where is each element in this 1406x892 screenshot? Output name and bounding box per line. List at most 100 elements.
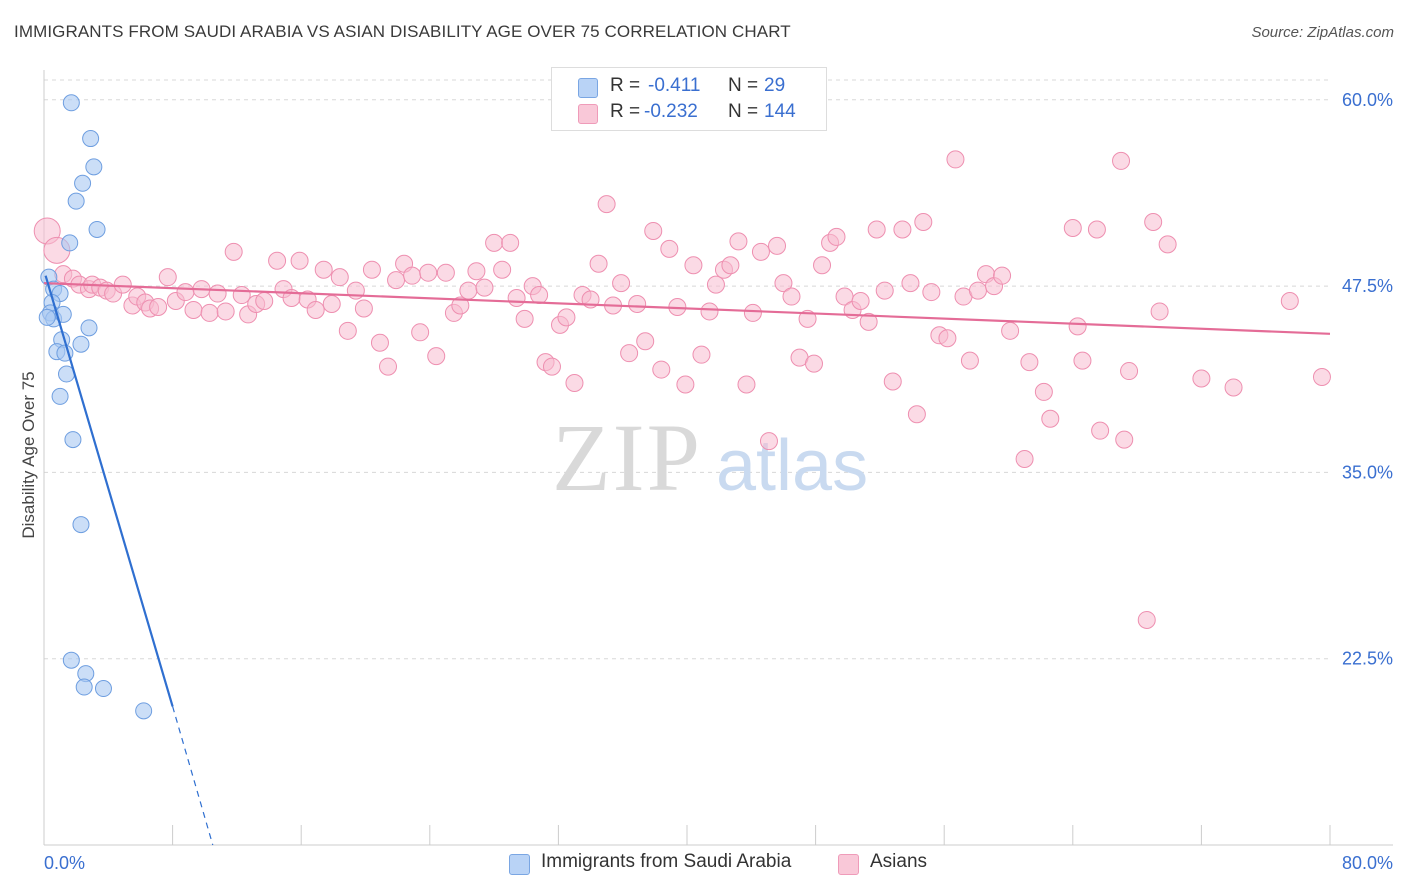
watermark-atlas: atlas xyxy=(716,426,868,506)
data-point-asians xyxy=(1063,218,1082,237)
data-point-asians xyxy=(224,242,243,261)
data-point-asians xyxy=(1192,369,1211,388)
trend-lines xyxy=(43,275,1331,846)
legend-r-label: R = xyxy=(610,75,641,96)
series-saudi-arabia xyxy=(38,94,153,720)
data-point-saudi-arabia xyxy=(72,516,90,534)
trend-line-asians xyxy=(43,282,1331,335)
data-point-asians xyxy=(542,357,561,376)
data-point-asians xyxy=(268,251,287,270)
data-point-saudi-arabia xyxy=(94,680,112,698)
data-point-asians xyxy=(914,213,933,232)
y-tick-label: 22.5% xyxy=(1342,649,1393,669)
data-point-asians xyxy=(565,373,584,392)
data-point-saudi-arabia xyxy=(88,220,106,238)
bottom-legend-swatch-pink xyxy=(838,854,859,875)
y-tick-label: 47.5% xyxy=(1342,276,1393,296)
data-point-asians xyxy=(184,300,203,319)
data-point-asians xyxy=(176,283,195,302)
data-point-asians xyxy=(208,284,227,303)
legend-r-label: R = xyxy=(610,101,641,122)
data-point-asians xyxy=(370,333,389,352)
data-point-saudi-arabia xyxy=(61,234,79,252)
legend-swatch-pink xyxy=(578,104,598,124)
data-point-asians xyxy=(901,274,920,293)
data-point-asians xyxy=(751,242,770,261)
data-point-asians xyxy=(1087,220,1106,239)
source-label: Source: ZipAtlas.com xyxy=(1251,24,1394,41)
data-point-asians xyxy=(774,274,793,293)
legend-n-value: 29 xyxy=(764,75,786,96)
data-point-asians xyxy=(798,309,817,328)
data-point-saudi-arabia xyxy=(62,94,80,112)
data-point-asians xyxy=(1068,317,1087,336)
data-point-asians xyxy=(515,309,534,328)
data-point-saudi-arabia xyxy=(51,387,69,405)
data-point-asians xyxy=(597,195,616,214)
data-point-asians xyxy=(729,232,748,251)
data-point-asians xyxy=(620,344,639,363)
data-point-asians xyxy=(660,239,679,258)
correlation-legend: R = -0.411 N = 29 R = -0.232 N = 144 xyxy=(551,67,827,131)
data-point-asians xyxy=(1280,292,1299,311)
data-point-asians xyxy=(737,375,756,394)
trend-line-saudi-arabia-extension xyxy=(172,706,214,846)
legend-swatch-blue xyxy=(578,78,598,98)
data-point-asians xyxy=(306,300,325,319)
data-point-asians xyxy=(692,345,711,364)
data-point-asians xyxy=(851,292,870,311)
data-point-asians xyxy=(200,303,219,322)
series-asians xyxy=(33,150,1331,629)
data-point-asians xyxy=(485,233,504,252)
data-point-asians xyxy=(893,220,912,239)
data-point-asians xyxy=(883,372,902,391)
data-point-saudi-arabia xyxy=(75,678,93,696)
data-point-asians xyxy=(652,360,671,379)
data-point-asians xyxy=(938,329,957,348)
data-point-asians xyxy=(475,278,494,297)
data-point-asians xyxy=(493,260,512,279)
bottom-legend-asians: Asians xyxy=(838,851,958,877)
data-point-asians xyxy=(459,281,478,300)
data-point-asians xyxy=(813,256,832,275)
data-point-asians xyxy=(354,299,373,318)
bottom-legend-label: Asians xyxy=(870,851,928,872)
data-point-asians xyxy=(743,303,762,322)
data-point-asians xyxy=(1120,362,1139,381)
data-point-asians xyxy=(1112,151,1131,170)
data-point-asians xyxy=(700,302,719,321)
axes xyxy=(43,70,1393,846)
watermark-zip: ZIP xyxy=(552,404,702,511)
data-point-asians xyxy=(427,347,446,366)
tick-labels: 22.5% 35.0% 47.5% 60.0% 0.0% 80.0% xyxy=(44,90,1393,873)
data-point-asians xyxy=(612,274,631,293)
data-point-asians xyxy=(684,256,703,275)
data-point-asians xyxy=(782,287,801,306)
data-point-asians xyxy=(960,351,979,370)
data-point-asians xyxy=(362,260,381,279)
data-point-asians xyxy=(255,292,274,311)
data-point-asians xyxy=(759,432,778,451)
data-point-asians xyxy=(1115,430,1134,449)
data-point-asians xyxy=(158,268,177,287)
data-point-asians xyxy=(644,221,663,240)
data-point-asians xyxy=(451,296,470,315)
data-point-asians xyxy=(827,227,846,246)
watermark: ZIP atlas xyxy=(552,404,868,511)
bottom-legend-label: Immigrants from Saudi Arabia xyxy=(541,851,792,872)
data-point-asians xyxy=(330,268,349,287)
data-point-asians xyxy=(1073,351,1092,370)
data-point-asians xyxy=(1001,321,1020,340)
data-point-asians xyxy=(1091,421,1110,440)
bottom-legend-saudi: Immigrants from Saudi Arabia xyxy=(509,851,829,877)
data-point-asians xyxy=(859,312,878,331)
data-point-asians xyxy=(922,283,941,302)
data-point-asians xyxy=(113,275,132,294)
data-point-asians xyxy=(1150,302,1169,321)
data-point-saudi-arabia xyxy=(67,192,85,210)
data-point-asians xyxy=(968,281,987,300)
data-point-asians xyxy=(419,263,438,282)
legend-r-value: -0.411 xyxy=(648,75,701,96)
data-point-saudi-arabia xyxy=(85,158,103,176)
data-point-saudi-arabia xyxy=(38,308,56,326)
